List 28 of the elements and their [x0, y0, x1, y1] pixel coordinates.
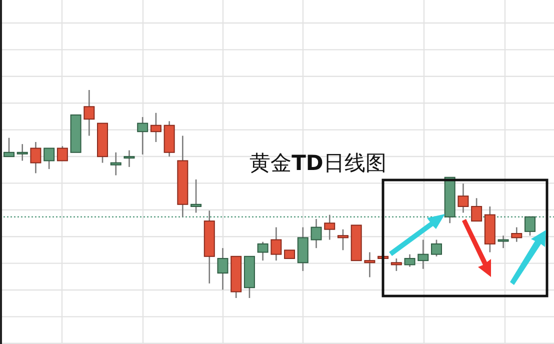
candlestick — [110, 152, 122, 176]
candlestick — [418, 239, 429, 270]
candlestick — [458, 182, 469, 214]
candlestick — [30, 141, 42, 174]
candlestick — [270, 226, 282, 262]
candlestick — [4, 137, 14, 158]
candlestick — [56, 146, 68, 162]
candlestick — [257, 241, 268, 262]
candlestick — [217, 247, 228, 290]
candlestick — [84, 89, 95, 136]
candlestick — [364, 252, 376, 278]
title: 黄金TD日线图 — [250, 151, 386, 175]
candlestick — [44, 148, 55, 170]
candlestick — [471, 198, 482, 222]
candlestick — [404, 254, 416, 268]
candlestick — [324, 214, 336, 240]
candlestick — [498, 234, 509, 249]
candlestick — [511, 226, 522, 242]
candlestick — [190, 178, 202, 214]
candlestick — [16, 143, 28, 162]
candlestick — [150, 112, 162, 143]
candlestick — [390, 258, 402, 272]
candlestick — [310, 218, 322, 249]
candlestick — [524, 216, 536, 236]
candlestick — [430, 239, 442, 258]
candlestick — [137, 116, 148, 156]
candlestick — [124, 150, 135, 168]
candlestick — [337, 228, 348, 251]
